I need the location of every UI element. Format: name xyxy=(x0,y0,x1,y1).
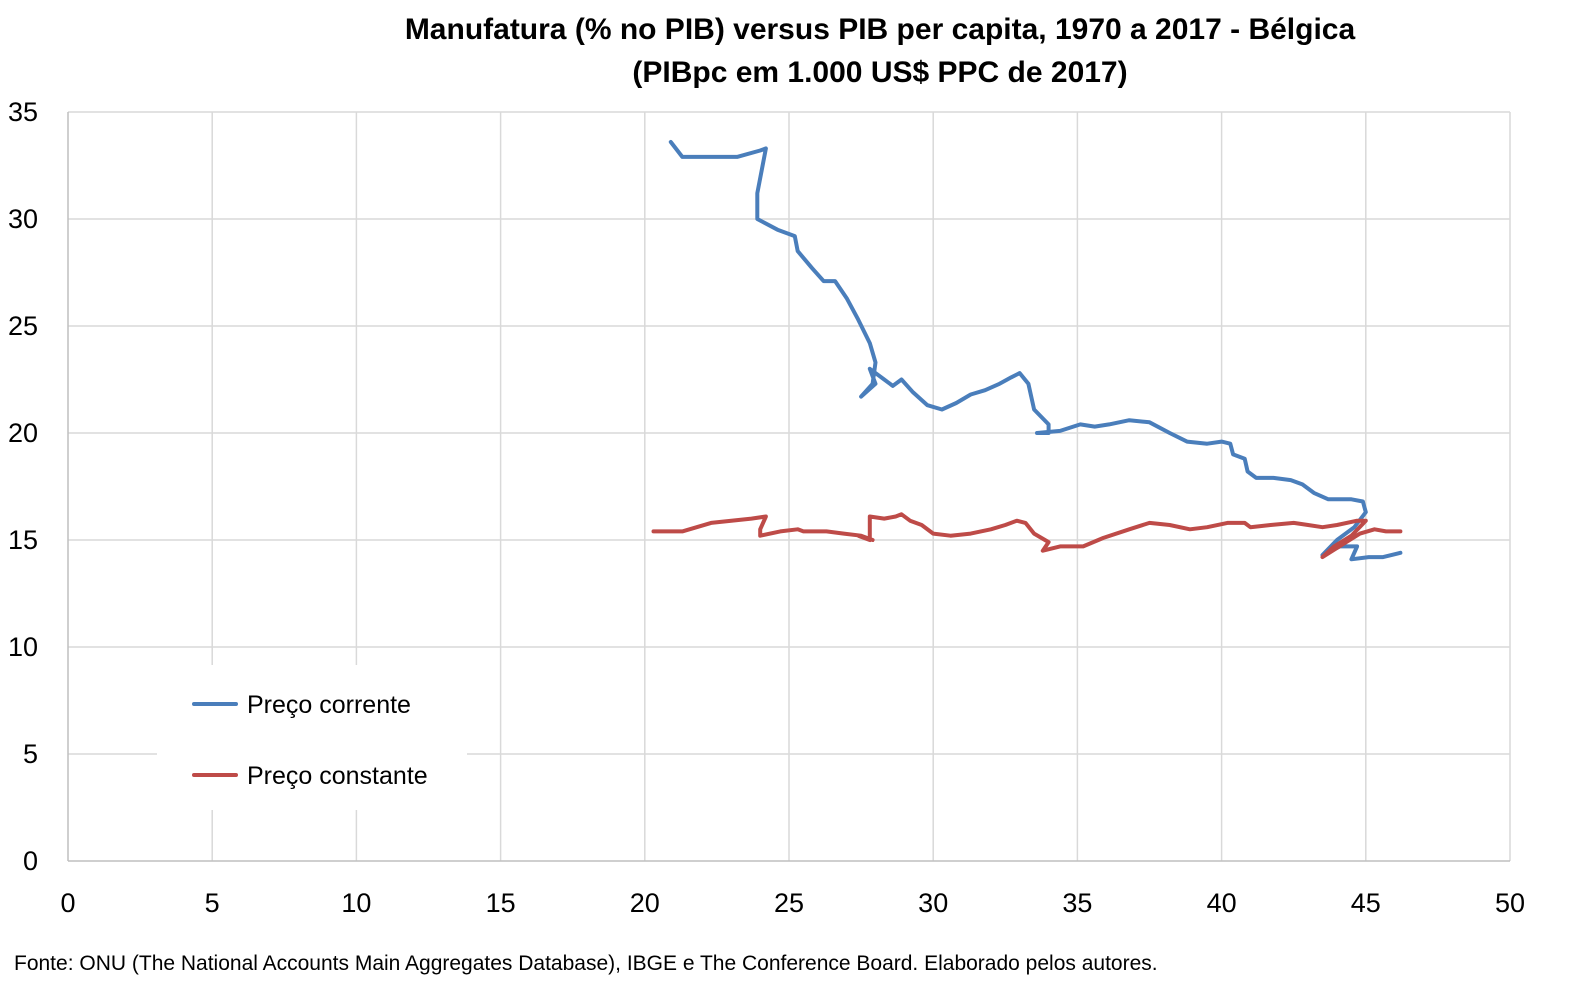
legend-label-1: Preço corrente xyxy=(247,691,411,719)
legend-box xyxy=(157,665,467,810)
axes: 0 5 10 15 20 25 30 35 0 5 10 15 20 25 30 35 40 45 50 xyxy=(8,97,1525,918)
chart-title: Manufatura (% no PIB) versus PIB per cap… xyxy=(405,13,1356,46)
x-tick-label-20: 20 xyxy=(630,888,660,918)
y-tick-label-25: 25 xyxy=(8,311,38,341)
y-tick-label-10: 10 xyxy=(8,632,38,662)
series-line-1 xyxy=(668,140,1403,562)
y-tick-label-35: 35 xyxy=(8,97,38,127)
x-tick-label-15: 15 xyxy=(486,888,516,918)
x-tick-label-30: 30 xyxy=(918,888,948,918)
x-tick-label-5: 5 xyxy=(205,888,220,918)
y-tick-label-15: 15 xyxy=(8,525,38,555)
grid xyxy=(68,111,1511,861)
x-tick-label-50: 50 xyxy=(1495,888,1525,918)
source-note: Fonte: ONU (The National Accounts Main A… xyxy=(14,952,1158,975)
series-line-2 xyxy=(651,512,1403,560)
y-tick-label-0: 0 xyxy=(23,846,38,876)
series-group xyxy=(651,140,1403,562)
x-tick-label-45: 45 xyxy=(1351,888,1381,918)
legend-label-2: Preço constante xyxy=(247,762,428,790)
y-tick-label-5: 5 xyxy=(23,739,38,769)
x-tick-label-35: 35 xyxy=(1062,888,1092,918)
y-tick-label-20: 20 xyxy=(8,418,38,448)
legend: Preço corrente Preço constante xyxy=(192,691,428,790)
x-tick-label-10: 10 xyxy=(341,888,371,918)
x-tick-label-40: 40 xyxy=(1207,888,1237,918)
chart-subtitle: (PIBpc em 1.000 US$ PPC de 2017) xyxy=(632,56,1127,89)
y-tick-label-30: 30 xyxy=(8,204,38,234)
x-tick-label-0: 0 xyxy=(60,888,75,918)
x-tick-label-25: 25 xyxy=(774,888,804,918)
